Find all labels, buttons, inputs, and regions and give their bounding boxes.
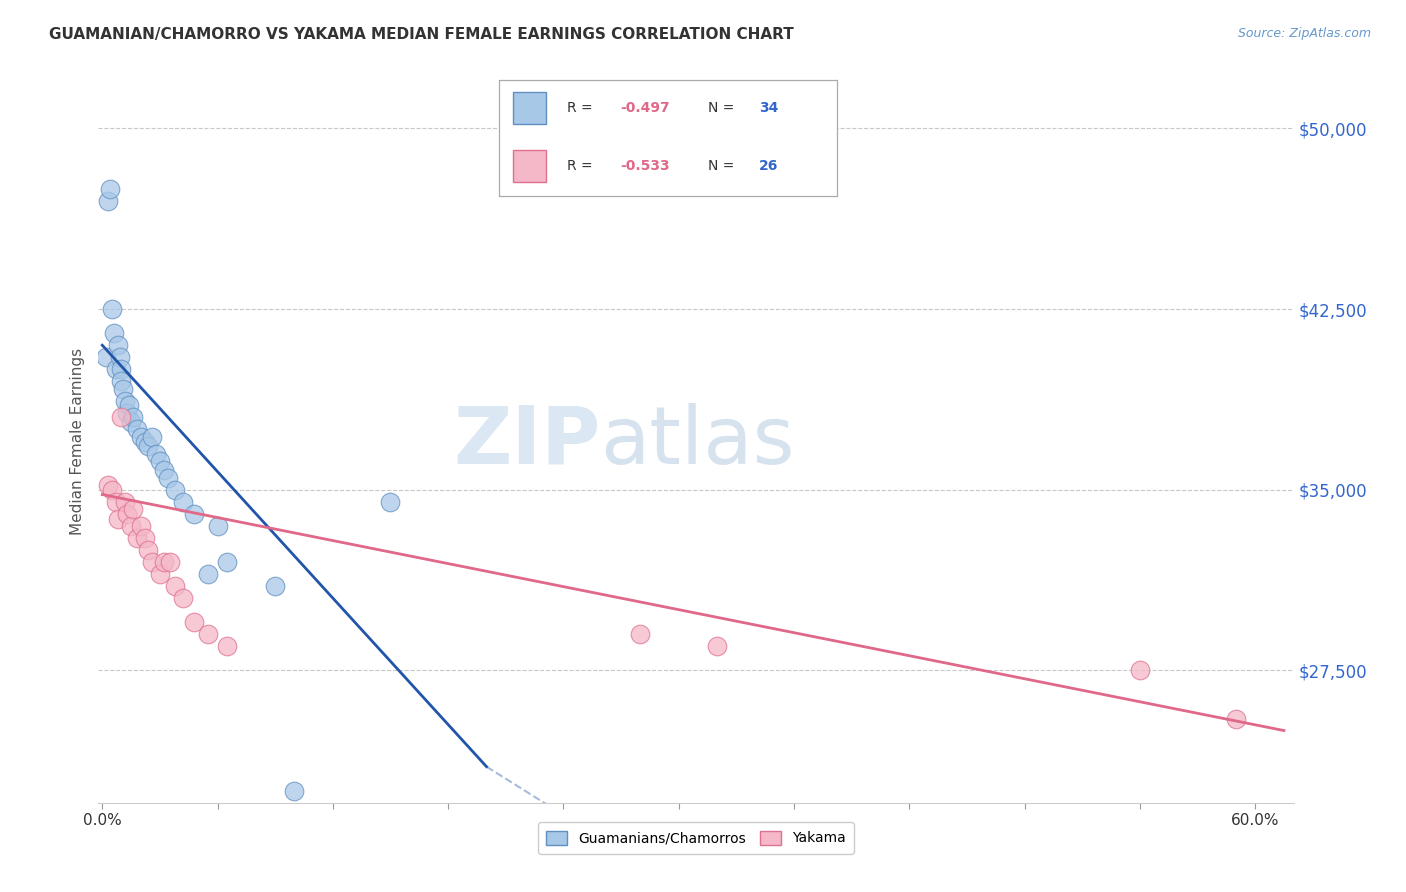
Text: 34: 34 [759,101,779,115]
Point [134,434,156,449]
Text: -0.533: -0.533 [620,159,671,173]
Point [138,439,160,453]
Point [115,507,138,521]
Point [118,398,141,412]
Point [172,494,194,508]
Point [129,518,152,533]
Point [125,531,148,545]
Point [283,783,305,797]
Text: R =: R = [567,159,596,173]
Point [145,446,167,460]
Point [217,555,239,569]
Point [156,470,179,484]
Point [114,494,136,508]
Point [122,410,145,425]
Point [108,350,131,364]
Point [104,362,127,376]
Point [120,415,142,429]
Point [197,567,219,582]
Point [103,326,125,340]
Point [149,454,172,468]
Point [107,511,129,525]
Text: Source: ZipAtlas.com: Source: ZipAtlas.com [1237,27,1371,40]
Point [94,350,117,364]
Text: N =: N = [709,101,740,115]
Text: N =: N = [709,159,740,173]
Point [264,579,287,593]
Point [115,406,138,420]
Point [101,483,124,497]
Point [197,627,219,641]
Point [165,579,187,593]
Point [114,393,136,408]
Text: R =: R = [567,101,596,115]
Point [101,301,124,317]
Point [98,181,121,195]
Point [183,507,205,521]
Point [120,518,142,533]
Text: 26: 26 [759,159,779,173]
Point [152,463,174,477]
Point [628,627,651,641]
Point [138,542,160,557]
Point [134,531,156,545]
Point [97,194,120,208]
Text: -0.497: -0.497 [620,101,671,115]
Point [107,338,129,352]
Point [706,639,728,653]
Point [183,615,205,629]
Y-axis label: Median Female Earnings: Median Female Earnings [69,348,84,535]
Bar [513,92,547,124]
Point [172,591,194,605]
Point [141,555,163,569]
Text: atlas: atlas [600,402,794,481]
Point [159,555,181,569]
Point [141,430,163,444]
Point [125,422,148,436]
Point [217,639,239,653]
Point [110,410,132,425]
Point [112,382,135,396]
Point [152,555,174,569]
Point [165,483,187,497]
Point [122,502,145,516]
Point [110,374,132,388]
Point [380,494,402,508]
Bar [513,150,547,182]
Point [149,567,172,582]
Point [1225,711,1247,725]
Legend: Guamanians/Chamorros, Yakama: Guamanians/Chamorros, Yakama [538,822,853,854]
Point [207,518,229,533]
Text: ZIP: ZIP [453,402,600,481]
Point [1129,663,1152,677]
Point [104,494,127,508]
Point [110,362,132,376]
Point [129,430,152,444]
Point [97,478,120,492]
Text: GUAMANIAN/CHAMORRO VS YAKAMA MEDIAN FEMALE EARNINGS CORRELATION CHART: GUAMANIAN/CHAMORRO VS YAKAMA MEDIAN FEMA… [49,27,794,42]
